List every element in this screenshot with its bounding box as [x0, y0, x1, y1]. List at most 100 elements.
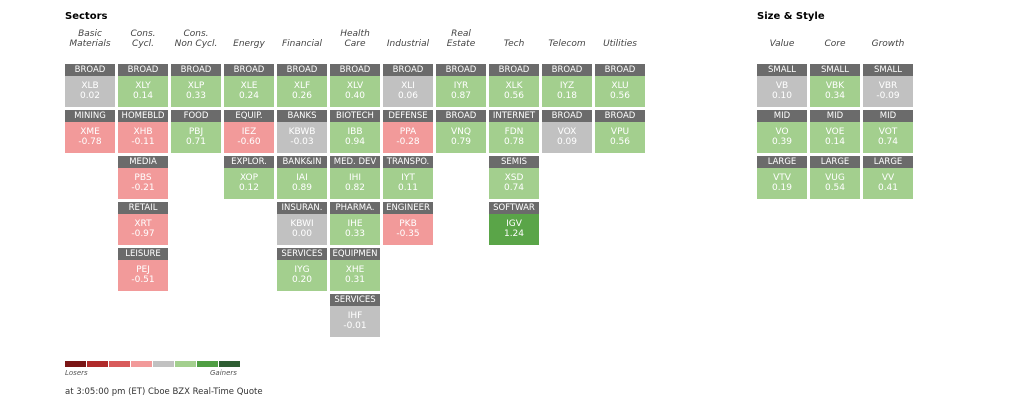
tile[interactable]: IEZ -0.60 — [224, 122, 274, 153]
column-header: Estate — [446, 39, 476, 49]
tile-label: BROAD — [436, 110, 486, 122]
tile[interactable]: IGV 1.24 — [489, 214, 539, 245]
tile-label: MEDIA — [118, 156, 168, 168]
tile-ticker: PBS — [134, 173, 152, 183]
tile-ticker: XHE — [345, 265, 365, 275]
tile[interactable]: VV 0.41 — [863, 168, 913, 199]
tile[interactable]: VB 0.10 — [757, 76, 807, 107]
tile[interactable]: XLF 0.26 — [277, 76, 327, 107]
tile[interactable]: VOX 0.09 — [542, 122, 592, 153]
tile-change: 0.56 — [609, 91, 631, 101]
tile-ticker: IAI — [296, 173, 308, 183]
tile[interactable]: IAI 0.89 — [277, 168, 327, 199]
tile[interactable]: IYT 0.11 — [383, 168, 433, 199]
tile[interactable]: PBS -0.21 — [118, 168, 168, 199]
tile[interactable]: VO 0.39 — [757, 122, 807, 153]
tile[interactable]: XLP 0.33 — [171, 76, 221, 107]
tile[interactable]: PKB -0.35 — [383, 214, 433, 245]
tile[interactable]: XHB -0.11 — [118, 122, 168, 153]
tile-change: -0.09 — [876, 91, 900, 101]
tile-ticker: VBK — [825, 81, 845, 91]
tile[interactable]: IYZ 0.18 — [542, 76, 592, 107]
tile-change: 0.06 — [397, 91, 419, 101]
tile-ticker: VOX — [557, 127, 577, 137]
legend-low: Losers — [65, 369, 88, 377]
tile[interactable]: XSD 0.74 — [489, 168, 539, 199]
tile[interactable]: XOP 0.12 — [224, 168, 274, 199]
column-header: Financial — [281, 39, 323, 49]
column-header: Tech — [503, 39, 525, 49]
column-header: Cycl. — [132, 39, 154, 49]
tile-label: BANKS — [277, 110, 327, 122]
tile[interactable]: XLK 0.56 — [489, 76, 539, 107]
column-header: Materials — [69, 39, 111, 49]
tile-label: LEISURE — [118, 248, 168, 260]
tile[interactable]: VBK 0.34 — [810, 76, 860, 107]
tile-ticker: IBB — [347, 127, 363, 137]
tile[interactable]: PBJ 0.71 — [171, 122, 221, 153]
tile[interactable]: VBR -0.09 — [863, 76, 913, 107]
tile[interactable]: VNQ 0.79 — [436, 122, 486, 153]
tile[interactable]: VTV 0.19 — [757, 168, 807, 199]
tile-ticker: XOP — [239, 173, 259, 183]
tile[interactable]: IYG 0.20 — [277, 260, 327, 291]
column-header: Cons. — [130, 29, 156, 39]
tile-ticker: XLF — [293, 81, 311, 91]
column-header: Care — [344, 39, 366, 49]
footer: at 3:05:00 pm (ET) Cboe BZX Real-Time Qu… — [65, 387, 263, 397]
tile[interactable]: XRT -0.97 — [118, 214, 168, 245]
tile-ticker: VOE — [825, 127, 845, 137]
tile-label: BROAD — [542, 64, 592, 76]
tile[interactable]: XLE 0.24 — [224, 76, 274, 107]
column-header: Basic — [78, 29, 102, 39]
tile[interactable]: PEJ -0.51 — [118, 260, 168, 291]
tile[interactable]: VOT 0.74 — [863, 122, 913, 153]
tile[interactable]: XLV 0.40 — [330, 76, 380, 107]
tile[interactable]: VOE 0.14 — [810, 122, 860, 153]
column-header: Core — [824, 39, 846, 49]
tile-change: 0.02 — [79, 91, 101, 101]
tile[interactable]: XLU 0.56 — [595, 76, 645, 107]
tile-ticker: XLP — [187, 81, 205, 91]
tile[interactable]: IHE 0.33 — [330, 214, 380, 245]
tile-ticker: XLE — [240, 81, 258, 91]
tile-change: 0.14 — [824, 137, 846, 147]
tile-label: BROAD — [489, 64, 539, 76]
tile[interactable]: IHI 0.82 — [330, 168, 380, 199]
tile-label: EXPLOR. — [224, 156, 274, 168]
tile-label: BROAD — [542, 110, 592, 122]
tile[interactable]: XLY 0.14 — [118, 76, 168, 107]
tile[interactable]: IYR 0.87 — [436, 76, 486, 107]
tile-label: MID — [863, 110, 913, 122]
tile[interactable]: IHF -0.01 — [330, 306, 380, 337]
tile-label: SERVICES — [330, 294, 380, 306]
tile-label: INSURAN. — [277, 202, 327, 214]
tile-ticker: KBWI — [290, 219, 314, 229]
tile[interactable]: KBWB -0.03 — [277, 122, 327, 153]
tile[interactable]: FDN 0.78 — [489, 122, 539, 153]
tile-ticker: IYR — [453, 81, 469, 91]
tile[interactable]: IBB 0.94 — [330, 122, 380, 153]
tile-change: 0.87 — [450, 91, 472, 101]
column-header: Health — [340, 29, 370, 39]
tile[interactable]: XLI 0.06 — [383, 76, 433, 107]
tile-change: 0.00 — [291, 229, 313, 239]
tile[interactable]: KBWI 0.00 — [277, 214, 327, 245]
tile[interactable]: VUG 0.54 — [810, 168, 860, 199]
tile-ticker: PPA — [399, 127, 417, 137]
tile-change: 0.89 — [291, 183, 313, 193]
tile[interactable]: XME -0.78 — [65, 122, 115, 153]
column-header: Energy — [233, 39, 265, 49]
tile-label: BROAD — [65, 64, 115, 76]
tile[interactable]: PPA -0.28 — [383, 122, 433, 153]
tile-ticker: PKB — [399, 219, 417, 229]
tile-label: MED. DEV — [330, 156, 380, 168]
tile-label: BROAD — [595, 110, 645, 122]
tile-ticker: XLK — [505, 81, 523, 91]
tile-change: 0.56 — [609, 137, 631, 147]
tile-change: 0.74 — [877, 137, 899, 147]
tile-label: MID — [757, 110, 807, 122]
tile[interactable]: VPU 0.56 — [595, 122, 645, 153]
tile[interactable]: XLB 0.02 — [65, 76, 115, 107]
tile[interactable]: XHE 0.31 — [330, 260, 380, 291]
